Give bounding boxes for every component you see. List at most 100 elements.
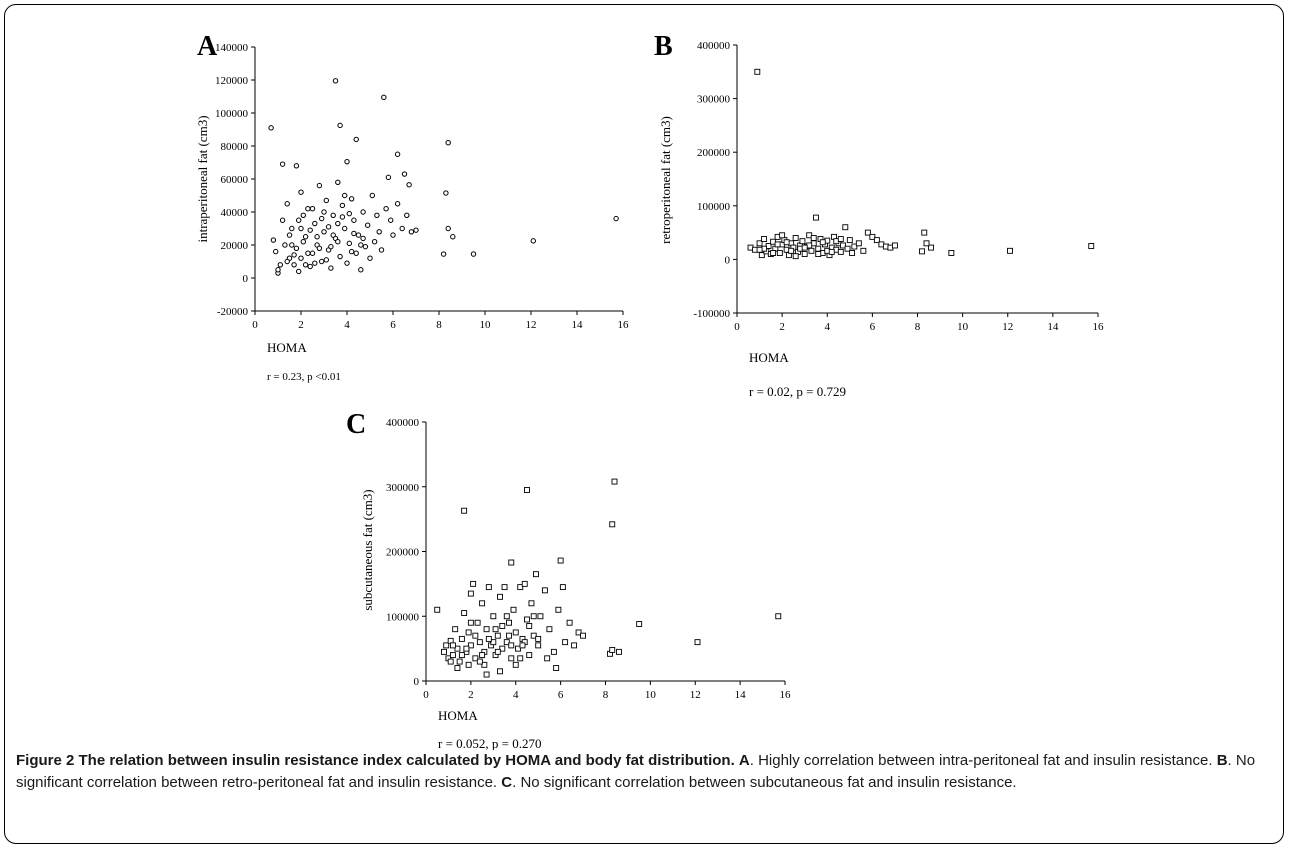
x-tick-label: 16 (618, 319, 630, 331)
caption-text-c: . No significant correlation between sub… (512, 774, 1017, 791)
data-point (307, 263, 313, 270)
data-point (479, 600, 486, 607)
correlation-stat: r = 0.02, p = 0.729 (749, 384, 846, 399)
data-point (494, 632, 501, 639)
data-point (454, 665, 461, 671)
data-point (458, 635, 465, 642)
data-point (526, 623, 533, 629)
data-point (321, 209, 327, 215)
data-point (319, 258, 325, 265)
x-tick-label: 12 (690, 689, 701, 701)
data-point (268, 125, 274, 131)
data-point (481, 661, 488, 668)
x-tick-label: 10 (957, 321, 969, 333)
data-point (555, 606, 562, 613)
x-tick-label: 8 (603, 689, 609, 701)
y-tick-label: -20000 (217, 306, 249, 318)
data-point (360, 235, 366, 242)
data-point (404, 212, 410, 219)
figure-panels: A -2000002000040000600008000010000012000… (195, 31, 1104, 750)
data-point (497, 668, 503, 675)
data-point (519, 642, 526, 649)
x-axis-label: HOMA (267, 340, 307, 355)
data-point (510, 606, 517, 613)
data-point (467, 619, 474, 626)
data-point (399, 225, 405, 232)
data-point (869, 233, 876, 240)
data-point (472, 655, 479, 662)
data-point (381, 94, 387, 101)
x-tick-label: 16 (780, 689, 792, 701)
data-point (609, 521, 616, 528)
data-point (467, 642, 474, 649)
y-tick-label: 300000 (386, 482, 420, 494)
x-tick-label: 10 (480, 319, 492, 331)
data-point (580, 632, 587, 639)
panel-b-plot: -100000 0 100000 200000 300000 400000 0 2 4 6 8 10 1… (658, 40, 1104, 399)
caption-text-a: . Highly correlation between intra-perit… (749, 752, 1213, 769)
data-point (476, 639, 483, 646)
data-point (358, 242, 364, 248)
data-point (546, 626, 553, 633)
data-point (316, 182, 323, 189)
data-point (449, 642, 456, 649)
data-point (461, 610, 468, 616)
data-point (351, 230, 357, 237)
data-point (335, 239, 341, 245)
data-point (837, 236, 844, 242)
data-point (339, 202, 346, 209)
data-point (774, 241, 781, 248)
data-point (328, 265, 334, 271)
data-point (550, 648, 557, 655)
y-axis-label: retroperitoneal fat (cm3) (658, 116, 673, 244)
data-point (775, 613, 782, 620)
data-point (813, 214, 819, 221)
data-point (508, 642, 515, 649)
data-point (770, 250, 777, 256)
data-point (530, 632, 537, 639)
data-point (553, 665, 560, 671)
data-point (330, 212, 336, 219)
y-tick-label: -100000 (693, 308, 730, 320)
data-point (289, 242, 295, 248)
y-tick-label: 20000 (221, 240, 249, 252)
data-point (443, 190, 449, 196)
data-point (312, 260, 318, 266)
y-tick-label: 100000 (215, 108, 249, 120)
data-point (321, 229, 327, 235)
data-point (526, 652, 533, 659)
data-point (921, 229, 928, 236)
data-point (284, 201, 290, 207)
data-point (541, 587, 548, 594)
data-point (1088, 243, 1095, 249)
data-point (371, 239, 378, 245)
data-point (353, 250, 359, 256)
data-point (792, 253, 799, 260)
data-point (837, 248, 844, 255)
data-point (844, 245, 851, 252)
data-point (485, 635, 492, 642)
data-point (305, 206, 311, 212)
data-point (360, 209, 366, 215)
data-point (799, 238, 806, 245)
data-point (792, 235, 799, 241)
data-point (928, 244, 934, 251)
data-point (406, 182, 412, 188)
data-point (470, 251, 477, 257)
data-point (289, 225, 295, 232)
data-point (465, 629, 472, 636)
data-point (358, 267, 364, 273)
data-point (494, 648, 501, 655)
y-tick-label: 0 (725, 254, 731, 266)
data-point (508, 559, 515, 566)
data-point (344, 158, 350, 165)
data-point (499, 645, 506, 652)
data-point (443, 642, 450, 649)
x-tick-label: 4 (513, 689, 519, 701)
data-point (309, 250, 316, 256)
y-tick-label: 100000 (386, 611, 420, 623)
data-point (512, 629, 519, 636)
y-tick-label: 0 (243, 273, 249, 285)
data-point (788, 247, 795, 254)
data-point (535, 642, 542, 649)
